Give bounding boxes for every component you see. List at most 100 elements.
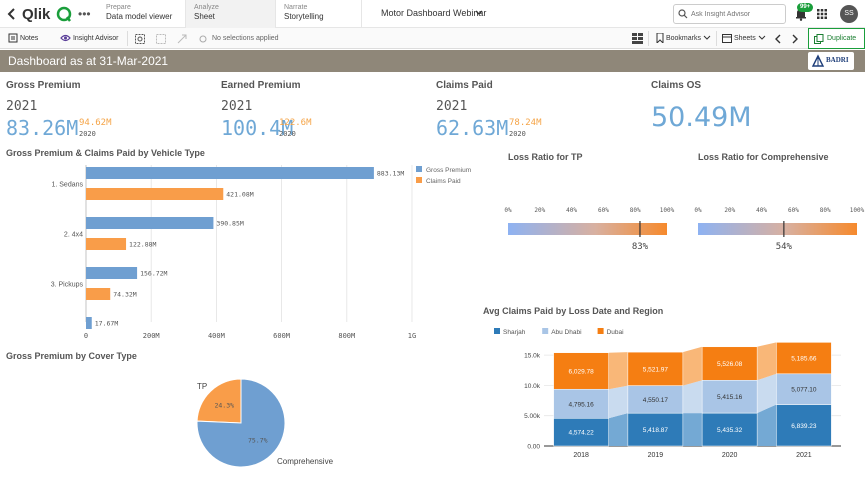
sheets-label: Sheets — [733, 35, 756, 42]
stack-connector — [608, 385, 628, 419]
tp-gauge[interactable]: 0% 20% 40% 60% 80% 100% 83% — [500, 203, 675, 255]
legend-label: Claims Paid — [426, 178, 461, 185]
stacked-bar-segment[interactable] — [627, 412, 684, 447]
bar[interactable] — [86, 317, 92, 329]
tab-narrate[interactable]: Narrate Storytelling — [276, 0, 362, 28]
region-stacked-chart[interactable]: 0.00 5.00k 10.0k 15.0k 4,574.22 4,795.16 6,029… — [480, 318, 865, 487]
tp-gauge-title: Loss Ratio for TP — [508, 152, 583, 162]
tab-prepare-label: Data model viewer — [106, 12, 173, 21]
insight-search[interactable] — [673, 4, 786, 24]
search-input[interactable] — [691, 7, 783, 21]
svg-text:Qlik: Qlik — [22, 6, 51, 23]
gauge-tick-label: 20% — [724, 207, 735, 214]
kpi-claims-paid-value: 62.63M — [436, 116, 509, 140]
legend-swatch — [494, 328, 500, 334]
bar[interactable] — [86, 167, 374, 179]
tab-prepare[interactable]: Prepare Data model viewer — [98, 0, 186, 28]
step-back-icon[interactable] — [156, 34, 166, 44]
app-title[interactable]: Motor Dashboard Webinar — [381, 8, 487, 18]
x-tick-label: 0 — [84, 332, 88, 340]
bookmarks-button[interactable]: Bookmarks — [656, 33, 711, 44]
pie-slice[interactable] — [196, 378, 286, 468]
stack-connector — [608, 352, 628, 390]
pie-value-label: 75.7% — [248, 436, 268, 444]
duplicate-label: Duplicate — [827, 35, 857, 42]
stacked-bar-segment[interactable] — [701, 346, 758, 381]
qlik-logo[interactable]: Qlik — [22, 4, 72, 24]
notes-label: Notes — [19, 35, 39, 42]
bar[interactable] — [86, 267, 138, 279]
segment-value-label: 5,435.32 — [717, 427, 743, 434]
selections-status: No selections applied — [212, 35, 279, 42]
segment-value-label: 4,574.22 — [568, 430, 594, 437]
gauge-tick-label: 0% — [504, 207, 512, 214]
gauge-tick-label: 40% — [566, 207, 577, 214]
stacked-bar-segment[interactable] — [553, 388, 609, 419]
bar-value-label: 122.88M — [129, 241, 156, 249]
chevron-down-icon[interactable] — [475, 9, 483, 17]
segment-value-label: 4,550.17 — [643, 397, 669, 404]
cover-chart-title: Gross Premium by Cover Type — [6, 351, 137, 361]
gauge-value-label: 83% — [632, 242, 649, 252]
smart-search-icon[interactable] — [135, 34, 145, 44]
tab-narrate-sub: Narrate — [284, 4, 308, 11]
apps-grid-icon[interactable] — [817, 9, 827, 19]
notes-button[interactable]: Notes — [8, 33, 38, 44]
kpi-claims-paid-year: 2021 — [436, 99, 468, 114]
segment-value-label: 4,795.16 — [568, 401, 594, 408]
stacked-bar-segment[interactable] — [776, 342, 832, 375]
x-tick-label: 2018 — [573, 452, 589, 459]
region-chart-title: Avg Claims Paid by Loss Date and Region — [483, 306, 664, 316]
insight-advisor-icon — [60, 35, 71, 42]
chevron-down-icon — [758, 35, 766, 40]
gauge-tick-label: 60% — [598, 207, 609, 214]
stacked-bar-segment[interactable] — [627, 351, 684, 386]
legend-label: Dubai — [607, 329, 624, 336]
stacked-bar-segment[interactable] — [553, 418, 609, 447]
y-tick-label: 0.00 — [527, 444, 540, 451]
duplicate-button[interactable]: Duplicate — [808, 28, 865, 49]
comp-gauge[interactable]: 0% 20% 40% 60% 80% 100% 54% — [690, 203, 865, 255]
next-sheet-icon[interactable] — [791, 34, 799, 44]
kpi-claims-paid-alt-value: 78.24M — [509, 118, 542, 128]
stacked-bar-segment[interactable] — [553, 352, 609, 390]
stacked-bar-segment[interactable] — [701, 412, 758, 447]
category-label: 3. Pickups — [51, 282, 84, 289]
step-forward-icon[interactable] — [177, 34, 187, 44]
stacked-bar-segment[interactable] — [627, 385, 684, 414]
category-label: 2. 4x4 — [64, 232, 83, 239]
back-arrow-icon[interactable] — [6, 6, 18, 22]
bar[interactable] — [86, 238, 127, 250]
bar[interactable] — [86, 288, 111, 300]
gauge-value-label: 54% — [776, 242, 793, 252]
legend-swatch — [416, 166, 422, 172]
sheets-button[interactable]: Sheets — [722, 33, 766, 44]
insight-advisor-button[interactable]: Insight Advisor — [60, 33, 118, 44]
stacked-bar-segment[interactable] — [776, 404, 832, 447]
user-avatar[interactable]: SS — [840, 5, 858, 23]
bar[interactable] — [86, 188, 224, 200]
gauge-tick-label: 100% — [850, 207, 865, 214]
tab-analyze[interactable]: Analyze Sheet — [186, 0, 276, 28]
gauge-tick-label: 80% — [630, 207, 641, 214]
x-tick-label: 800M — [338, 332, 355, 340]
cover-pie-chart[interactable]: 24.3% 75.7% TP Comprehensive — [180, 370, 360, 480]
stacked-bar-segment[interactable] — [776, 373, 832, 405]
bar[interactable] — [86, 217, 214, 229]
more-options-icon[interactable]: ••• — [78, 7, 91, 21]
gauge-tick-label: 0% — [694, 207, 702, 214]
vehicle-bar-chart[interactable]: 0 200M 400M 600M 800M 1G 883.13M 421.08M 1. Seda… — [0, 160, 480, 345]
y-tick-label: 5.00k — [524, 413, 541, 420]
sheet-grid-icon[interactable] — [632, 33, 643, 44]
previous-sheet-icon[interactable] — [774, 34, 782, 44]
pie-slice[interactable] — [196, 378, 242, 424]
gauge-tick-label: 80% — [820, 207, 831, 214]
search-icon — [678, 9, 688, 19]
kpi-claims-os-title: Claims OS — [651, 80, 702, 91]
x-tick-label: 600M — [273, 332, 290, 340]
stack-connector — [682, 346, 703, 386]
legend-label: Abu Dhabi — [551, 329, 581, 336]
clear-selections-icon[interactable] — [199, 35, 207, 43]
stack-connector — [608, 413, 628, 446]
legend-label: Sharjah — [503, 329, 526, 336]
